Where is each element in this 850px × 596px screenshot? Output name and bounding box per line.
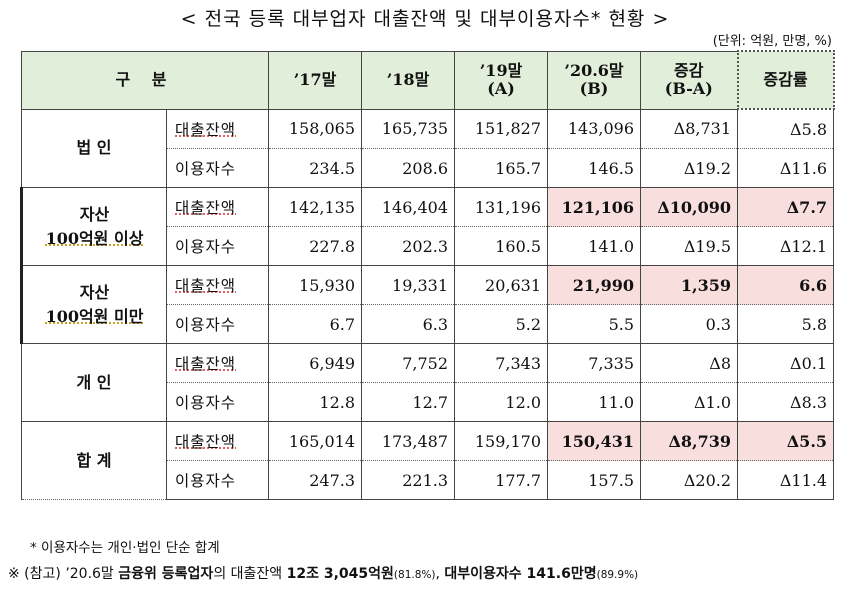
cell: 6.3 — [361, 304, 456, 344]
cell: Δ11.6 — [737, 148, 835, 188]
table-row: 이용자수 6.7 6.3 5.2 5.5 0.3 5.8 — [22, 304, 835, 344]
header-change-rate: 증감률 — [736, 50, 835, 110]
cell: 5.2 — [454, 304, 549, 344]
cell: Δ5.8 — [737, 108, 835, 149]
cell: Δ8,731 — [640, 108, 739, 149]
table-row: 이용자수 12.8 12.7 12.0 11.0 Δ1.0 Δ8.3 — [22, 382, 835, 422]
cell: 20,631 — [454, 265, 549, 305]
table-row: 이용자수 234.5 208.6 165.7 146.5 Δ19.2 Δ11.6 — [22, 148, 835, 188]
row-label-loan: 대출잔액 — [165, 265, 270, 305]
cell: 7,343 — [454, 343, 549, 383]
cell: Δ1.0 — [640, 382, 739, 422]
row-label-loan: 대출잔액 — [165, 108, 270, 149]
cell: Δ20.2 — [640, 460, 739, 500]
cell: Δ11.4 — [737, 460, 835, 500]
cell: Δ0.1 — [737, 343, 835, 383]
footnote-users: * 이용자수는 개인·법인 단순 합계 — [30, 540, 220, 556]
cell: 165,014 — [268, 421, 363, 461]
table-header-row: 구 분 ’17말 ’18말 ’19말 (A) ’20.6말 (B) 증감 (B-A) … — [20, 50, 835, 110]
cell: 160.5 — [454, 226, 549, 266]
cell: 165.7 — [454, 148, 549, 188]
cell: Δ8.3 — [737, 382, 835, 422]
cell: 234.5 — [268, 148, 363, 188]
cell: 146.5 — [547, 148, 642, 188]
row-label-users: 이용자수 — [165, 460, 270, 500]
row-label-loan: 대출잔액 — [165, 421, 270, 461]
table-row: 합 계 대출잔액 165,014 173,487 159,170 150,431… — [21, 421, 835, 500]
cell: 15,930 — [268, 265, 363, 305]
cell-highlight: Δ7.7 — [737, 187, 835, 227]
table-row: 자산 100억원 미만 대출잔액 15,930 19,331 20,631 21,… — [20, 265, 835, 344]
cell: 177.7 — [454, 460, 549, 500]
cell-highlight: 121,106 — [547, 187, 642, 227]
cell-highlight: Δ10,090 — [640, 187, 739, 227]
page-title: < 전국 등록 대부업자 대출잔액 및 대부이용자수* 현황 > — [180, 8, 670, 30]
row-label-users: 이용자수 — [165, 304, 270, 344]
cell: 131,196 — [454, 187, 549, 227]
cell-highlight: Δ8,739 — [640, 421, 739, 461]
cell: 247.3 — [268, 460, 363, 500]
cell: 151,827 — [454, 108, 549, 149]
cell: 208.6 — [361, 148, 456, 188]
cell: 146,404 — [361, 187, 456, 227]
cell: Δ19.5 — [640, 226, 739, 266]
cell: Δ8 — [640, 343, 739, 383]
cell: 143,096 — [547, 108, 642, 149]
cell-highlight: 21,990 — [547, 265, 642, 305]
table-row: 개 인 대출잔액 6,949 7,752 7,343 7,335 Δ8 Δ0.1 — [21, 343, 835, 422]
unit-note: (단위: 억원, 만명, %) — [712, 34, 832, 49]
cell: 158,065 — [268, 108, 363, 149]
cell: 173,487 — [361, 421, 456, 461]
cell: 159,170 — [454, 421, 549, 461]
cell: 19,331 — [361, 265, 456, 305]
cell: 7,335 — [547, 343, 642, 383]
header-2019: ’19말 (A) — [454, 50, 549, 110]
header-change: 증감 (B-A) — [640, 50, 739, 110]
cell: 202.3 — [361, 226, 456, 266]
cell: 141.0 — [547, 226, 642, 266]
cell: Δ19.2 — [640, 148, 739, 188]
cell: 5.5 — [547, 304, 642, 344]
cell: 11.0 — [547, 382, 642, 422]
row-label-loan: 대출잔액 — [165, 187, 270, 227]
cell: 221.3 — [361, 460, 456, 500]
cell: 12.7 — [361, 382, 456, 422]
cell: 6.7 — [268, 304, 363, 344]
loan-status-table: 구 분 ’17말 ’18말 ’19말 (A) ’20.6말 (B) 증감 (B-A) … — [20, 50, 835, 500]
row-label-users: 이용자수 — [165, 226, 270, 266]
table-row: 법 인 대출잔액 158,065 165,735 151,827 143,096… — [21, 108, 835, 188]
header-2018: ’18말 — [361, 50, 456, 110]
cell: 7,752 — [361, 343, 456, 383]
header-2020-6: ’20.6말 (B) — [547, 50, 642, 110]
table-row: 자산 100억원 이상 대출잔액 142,135 146,404 131,196 … — [20, 187, 835, 266]
cell: Δ12.1 — [737, 226, 835, 266]
cell: 165,735 — [361, 108, 456, 149]
group-assets-under-10b: 자산 100억원 미만 — [20, 265, 167, 344]
footnote-reference: ※ (참고) ’20.6말 금융위 등록업자의 대출잔액 12조 3,045억원… — [8, 566, 639, 582]
group-total: 합 계 — [21, 421, 167, 500]
header-category: 구 분 — [20, 50, 270, 110]
cell: 12.0 — [454, 382, 549, 422]
cell: 227.8 — [268, 226, 363, 266]
cell-highlight: 6.6 — [737, 265, 835, 305]
group-individual: 개 인 — [21, 343, 167, 422]
cell-highlight: 1,359 — [640, 265, 739, 305]
cell: 5.8 — [737, 304, 835, 344]
group-corporation: 법 인 — [21, 108, 167, 188]
header-2017: ’17말 — [268, 50, 363, 110]
cell-highlight: Δ5.5 — [737, 421, 835, 461]
cell: 0.3 — [640, 304, 739, 344]
row-label-loan: 대출잔액 — [165, 343, 270, 383]
cell: 6,949 — [268, 343, 363, 383]
table-row: 이용자수 247.3 221.3 177.7 157.5 Δ20.2 Δ11.4 — [22, 460, 835, 500]
table-row: 이용자수 227.8 202.3 160.5 141.0 Δ19.5 Δ12.1 — [22, 226, 835, 266]
cell-highlight: 150,431 — [547, 421, 642, 461]
group-assets-over-10b: 자산 100억원 이상 — [20, 187, 167, 266]
row-label-users: 이용자수 — [165, 148, 270, 188]
cell: 12.8 — [268, 382, 363, 422]
cell: 157.5 — [547, 460, 642, 500]
cell: 142,135 — [268, 187, 363, 227]
row-label-users: 이용자수 — [165, 382, 270, 422]
